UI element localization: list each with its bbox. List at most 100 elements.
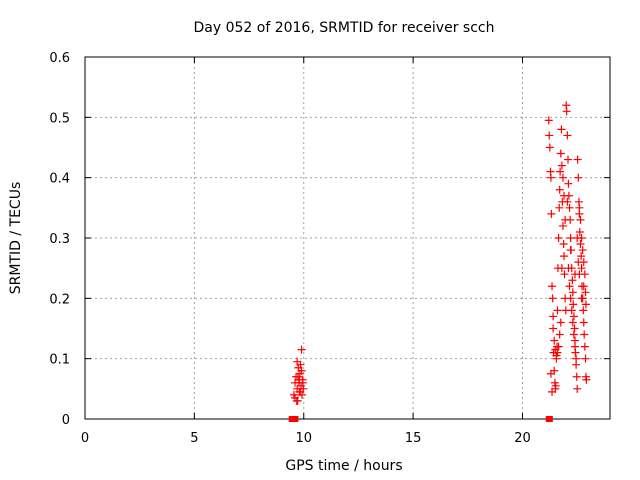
data-point bbox=[557, 161, 566, 170]
data-point bbox=[581, 300, 590, 309]
data-point bbox=[546, 369, 555, 378]
data-point bbox=[292, 416, 299, 422]
y-tick-label: 0.5 bbox=[49, 111, 70, 126]
data-point bbox=[551, 345, 560, 354]
x-tick-label: 20 bbox=[514, 431, 531, 446]
data-point bbox=[549, 324, 558, 333]
data-point bbox=[575, 203, 584, 212]
data-point bbox=[576, 240, 585, 249]
data-point bbox=[565, 203, 574, 212]
data-point bbox=[564, 179, 573, 188]
data-point bbox=[580, 342, 589, 351]
data-point bbox=[568, 276, 577, 285]
axis-ticks bbox=[84, 56, 610, 420]
data-points bbox=[288, 101, 591, 422]
data-point bbox=[570, 324, 579, 333]
grid-lines bbox=[85, 57, 610, 419]
data-point bbox=[548, 282, 557, 291]
data-point bbox=[547, 209, 556, 218]
data-point bbox=[564, 155, 572, 164]
data-point bbox=[560, 191, 569, 200]
data-point bbox=[561, 215, 570, 224]
data-point bbox=[573, 384, 582, 393]
data-point bbox=[555, 185, 564, 194]
data-point bbox=[291, 378, 299, 387]
data-point bbox=[581, 354, 590, 363]
data-point bbox=[568, 288, 577, 297]
data-point bbox=[577, 264, 586, 273]
data-point bbox=[567, 306, 576, 315]
y-tick-label: 0.4 bbox=[49, 172, 70, 187]
data-point bbox=[559, 240, 568, 249]
data-point bbox=[579, 318, 588, 327]
data-point bbox=[560, 252, 569, 261]
data-point bbox=[565, 282, 574, 291]
chart-title: Day 052 of 2016, SRMTID for receiver scc… bbox=[194, 20, 495, 36]
y-axis-label: SRMTID / TECUs bbox=[8, 182, 24, 295]
x-tick-label: 5 bbox=[190, 431, 198, 446]
data-point bbox=[558, 173, 567, 182]
data-point bbox=[562, 107, 571, 116]
data-point bbox=[573, 155, 582, 164]
data-point bbox=[582, 375, 591, 384]
data-point bbox=[572, 372, 581, 381]
data-point bbox=[574, 173, 583, 182]
data-point bbox=[575, 227, 584, 236]
x-tick-labels: 0 5 10 15 20 bbox=[81, 431, 531, 446]
data-point bbox=[297, 345, 306, 354]
data-point bbox=[293, 357, 302, 366]
data-point bbox=[544, 116, 553, 125]
data-point bbox=[569, 330, 578, 339]
data-point bbox=[548, 294, 557, 303]
data-point bbox=[556, 167, 565, 176]
data-point bbox=[555, 203, 564, 212]
data-point bbox=[548, 387, 557, 396]
data-point bbox=[563, 131, 572, 140]
y-tick-labels: 0 0.1 0.2 0.3 0.4 0.5 0.6 bbox=[49, 51, 70, 428]
data-point bbox=[555, 330, 564, 339]
data-point bbox=[574, 258, 583, 267]
data-point bbox=[579, 306, 588, 315]
data-point bbox=[292, 396, 301, 405]
data-point bbox=[549, 312, 558, 321]
y-tick-label: 0.1 bbox=[49, 353, 70, 368]
data-point bbox=[578, 246, 587, 255]
x-axis-label: GPS time / hours bbox=[285, 458, 402, 474]
data-point bbox=[295, 375, 304, 384]
data-point bbox=[557, 125, 566, 134]
data-point bbox=[579, 282, 588, 291]
data-point bbox=[551, 381, 560, 390]
data-point bbox=[554, 234, 563, 242]
data-point bbox=[545, 143, 554, 152]
data-point bbox=[577, 294, 586, 303]
data-point bbox=[566, 246, 575, 255]
data-point bbox=[546, 416, 553, 422]
data-point bbox=[560, 270, 569, 279]
data-point bbox=[563, 197, 572, 206]
data-point bbox=[572, 354, 581, 363]
data-point bbox=[550, 336, 559, 345]
y-tick-label: 0.3 bbox=[49, 232, 70, 247]
data-point bbox=[558, 221, 567, 230]
data-point bbox=[296, 387, 305, 396]
data-point bbox=[571, 342, 579, 351]
data-point bbox=[552, 351, 561, 360]
data-point bbox=[553, 306, 562, 315]
data-point bbox=[580, 330, 589, 339]
data-point bbox=[545, 131, 554, 140]
data-point bbox=[581, 288, 590, 297]
x-tick-label: 0 bbox=[81, 431, 89, 446]
y-tick-label: 0.2 bbox=[49, 292, 70, 307]
data-point bbox=[569, 312, 578, 321]
data-point bbox=[546, 173, 555, 182]
data-point bbox=[573, 234, 582, 242]
data-point bbox=[577, 252, 586, 261]
y-tick-label: 0.6 bbox=[49, 51, 70, 66]
data-point bbox=[556, 149, 565, 158]
data-point bbox=[569, 300, 578, 309]
data-point bbox=[576, 215, 585, 224]
data-point bbox=[566, 294, 575, 303]
data-point bbox=[297, 366, 306, 375]
y-tick-label: 0 bbox=[62, 413, 70, 428]
